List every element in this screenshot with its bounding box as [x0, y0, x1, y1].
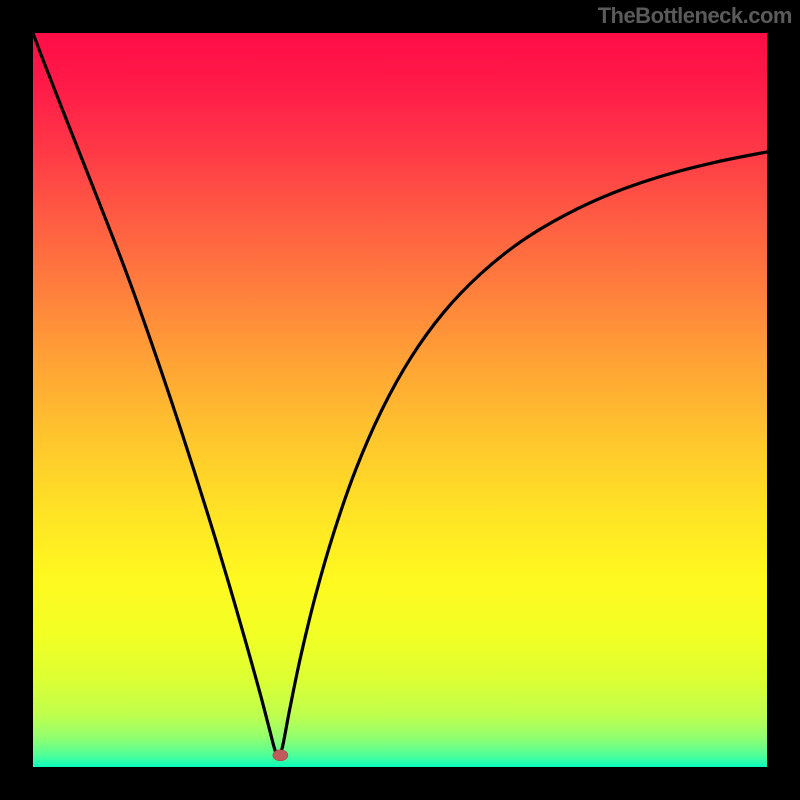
bottleneck-marker: [273, 750, 288, 761]
watermark-label: TheBottleneck.com: [598, 3, 792, 29]
bottleneck-chart: [0, 0, 800, 800]
chart-container: TheBottleneck.com: [0, 0, 800, 800]
plot-background: [33, 33, 767, 767]
